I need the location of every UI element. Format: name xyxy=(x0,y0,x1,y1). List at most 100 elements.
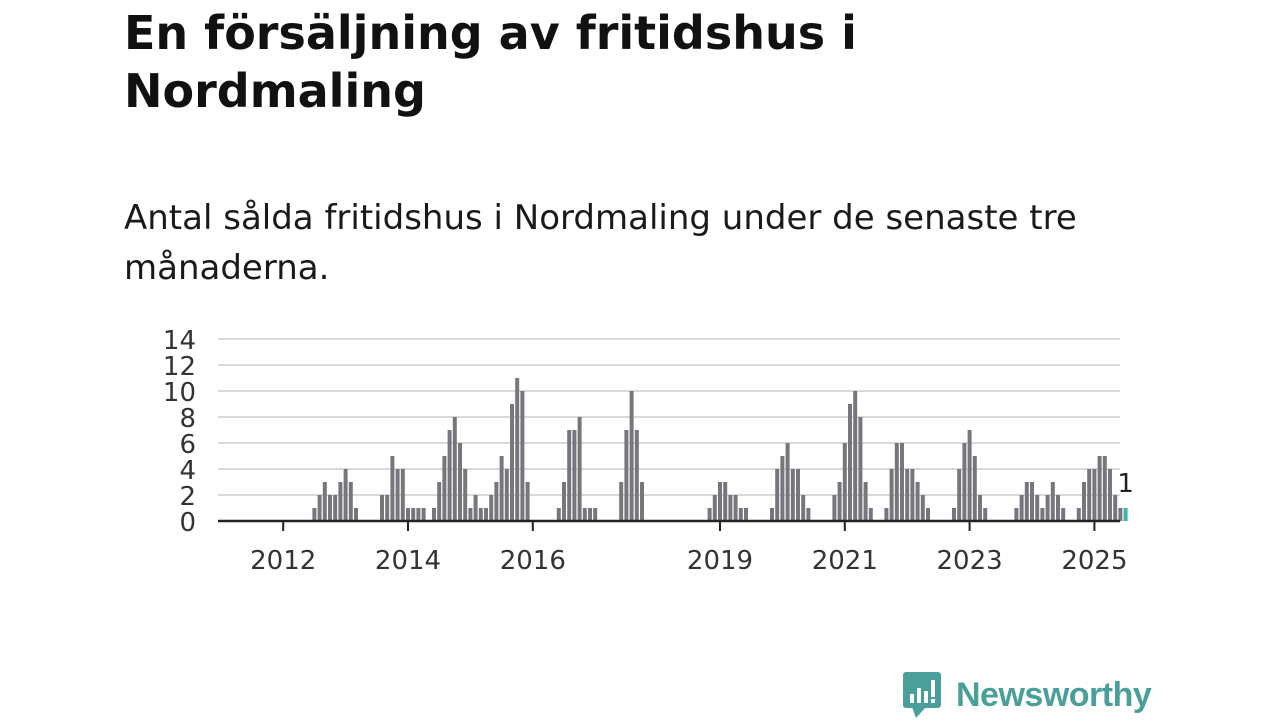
bar xyxy=(525,482,530,521)
bar xyxy=(962,443,967,521)
bar xyxy=(915,482,920,521)
bar xyxy=(406,508,410,521)
bar xyxy=(452,417,457,521)
bar xyxy=(437,482,442,521)
bar xyxy=(1019,495,1024,521)
y-tick-label: 2 xyxy=(179,482,196,512)
bar xyxy=(1035,495,1040,521)
bar xyxy=(577,417,582,521)
y-tick-label: 10 xyxy=(163,378,196,408)
bar xyxy=(322,482,327,521)
bar xyxy=(972,456,977,521)
bar xyxy=(478,508,483,521)
bar xyxy=(567,430,572,521)
bar xyxy=(806,508,811,521)
bar xyxy=(790,469,795,521)
x-tick-label: 2025 xyxy=(1061,546,1127,576)
bar xyxy=(733,495,738,521)
bar xyxy=(473,495,478,521)
bar xyxy=(889,469,894,521)
bar xyxy=(390,456,395,521)
y-tick-label: 12 xyxy=(163,352,196,382)
bar xyxy=(1113,495,1118,521)
bar xyxy=(504,469,509,521)
bar xyxy=(900,443,904,521)
bar xyxy=(442,456,447,521)
bar xyxy=(884,508,889,521)
bar xyxy=(328,495,332,521)
bar xyxy=(572,430,577,521)
bar xyxy=(1030,482,1034,521)
bar xyxy=(421,508,426,521)
newsworthy-logo-icon xyxy=(903,672,941,718)
bar xyxy=(858,417,863,521)
bar xyxy=(718,482,722,521)
y-tick-label: 8 xyxy=(179,404,196,434)
bar xyxy=(619,482,624,521)
bar xyxy=(978,495,982,521)
bar xyxy=(983,508,988,521)
bar xyxy=(556,508,561,521)
bar xyxy=(1102,456,1107,521)
y-tick-label: 6 xyxy=(179,430,196,460)
bar xyxy=(634,430,639,521)
bar xyxy=(837,482,842,521)
y-tick-label: 0 xyxy=(179,508,196,538)
bar xyxy=(894,443,899,521)
bar xyxy=(723,482,728,521)
bar xyxy=(712,495,717,521)
bar xyxy=(1050,482,1055,521)
bar xyxy=(489,495,494,521)
bar xyxy=(863,482,868,521)
bar xyxy=(967,430,972,521)
bar xyxy=(920,495,925,521)
chart-title: En försäljning av fritidshus i Nordmalin… xyxy=(124,6,857,118)
bar xyxy=(515,378,520,521)
bar xyxy=(1014,508,1019,521)
bar xyxy=(484,508,488,521)
bar xyxy=(640,482,644,521)
bar xyxy=(380,495,384,521)
bar xyxy=(629,391,634,521)
bar xyxy=(510,404,514,521)
bar xyxy=(343,469,348,521)
bar xyxy=(1061,508,1066,521)
bar xyxy=(853,391,858,521)
bar xyxy=(582,508,587,521)
bar xyxy=(1092,469,1097,521)
bar xyxy=(385,495,390,521)
bar xyxy=(780,456,785,521)
bar xyxy=(395,469,400,521)
y-tick-label: 4 xyxy=(179,456,196,486)
x-tick-label: 2012 xyxy=(250,546,316,576)
bar xyxy=(494,482,499,521)
bar xyxy=(1108,469,1112,521)
bar xyxy=(520,391,525,521)
bar xyxy=(744,508,748,521)
bar xyxy=(770,508,774,521)
bar xyxy=(312,508,317,521)
bar xyxy=(562,482,566,521)
bar xyxy=(707,508,712,521)
chart-subtitle: Antal sålda fritidshus i Nordmaling unde… xyxy=(124,198,1077,288)
bar xyxy=(905,469,910,521)
bar xyxy=(910,469,915,521)
bar xyxy=(1040,508,1045,521)
bar xyxy=(1087,469,1092,521)
bar xyxy=(416,508,421,521)
bar xyxy=(447,430,452,521)
bar xyxy=(957,469,962,521)
bar xyxy=(411,508,416,521)
x-tick-label: 2021 xyxy=(812,546,878,576)
bar xyxy=(588,508,592,521)
bar xyxy=(728,495,733,521)
bar xyxy=(458,443,462,521)
bar xyxy=(333,495,338,521)
bar-highlight xyxy=(1123,508,1128,521)
x-tick-label: 2023 xyxy=(937,546,1003,576)
bar xyxy=(463,469,468,521)
bar xyxy=(775,469,780,521)
bar xyxy=(354,508,358,521)
bar xyxy=(926,508,930,521)
bar xyxy=(1076,508,1081,521)
